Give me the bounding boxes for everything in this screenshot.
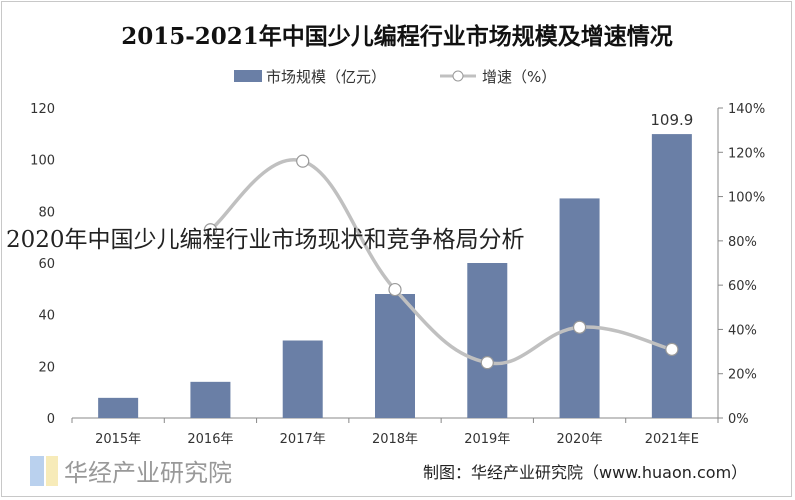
bar-2017年 [282, 340, 323, 418]
left-tick-label: 80 [38, 205, 55, 220]
bar-2019年 [467, 263, 508, 418]
x-tick-label: 2015年 [95, 432, 141, 447]
legend-line-label: 增速（%） [482, 68, 556, 86]
growth-point [388, 282, 402, 297]
data-label: 109.9 [650, 111, 693, 129]
legend-bar-label: 市场规模（亿元） [266, 68, 386, 86]
left-tick-label: 100 [30, 154, 55, 169]
right-tick-label: 100% [728, 191, 765, 206]
growth-point [572, 320, 587, 334]
left-tick-label: 60 [38, 257, 55, 272]
right-tick-label: 40% [728, 323, 757, 338]
x-tick-label: 2016年 [187, 432, 233, 447]
x-tick-label: 2018年 [372, 432, 418, 447]
legend-line-marker [452, 70, 464, 82]
right-tick-label: 120% [728, 146, 765, 161]
overlay-headline: 2020年中国少儿编程行业市场现状和竞争格局分析 [6, 227, 525, 253]
bar-2020年 [559, 198, 600, 418]
right-tick-label: 0% [728, 412, 749, 427]
growth-point [203, 223, 218, 237]
right-tick-label: 140% [728, 102, 765, 117]
watermark-text: 华经产业研究院 [64, 459, 232, 487]
growth-point [296, 154, 310, 168]
legend-bar-swatch [234, 70, 262, 82]
x-tick-label: 2017年 [280, 432, 326, 447]
left-tick-label: 0 [47, 412, 55, 427]
growth-point [480, 356, 494, 370]
x-tick-label: 2021年E [645, 432, 699, 447]
right-tick-label: 20% [728, 368, 757, 383]
bar-2018年 [375, 294, 415, 418]
bar-2015年 [98, 397, 139, 418]
left-tick-label: 20 [38, 360, 55, 375]
growth-line [209, 157, 673, 366]
watermark-logo-blue [30, 456, 44, 486]
x-tick-label: 2020年 [557, 432, 603, 447]
left-tick-label: 40 [38, 309, 55, 324]
chart-title: 2015-2021年中国少儿编程行业市场规模及增速情况 [121, 23, 673, 50]
bar-2016年 [190, 381, 231, 418]
watermark-logo-yellow [46, 456, 58, 486]
left-tick-label: 120 [30, 102, 55, 117]
right-tick-label: 60% [728, 279, 757, 294]
source-note: 制图：华经产业研究院（www.huaon.com） [423, 463, 747, 482]
x-tick-label: 2019年 [464, 432, 510, 447]
bar-2021年E [651, 134, 692, 418]
growth-point [665, 342, 679, 356]
right-tick-label: 80% [728, 235, 757, 250]
